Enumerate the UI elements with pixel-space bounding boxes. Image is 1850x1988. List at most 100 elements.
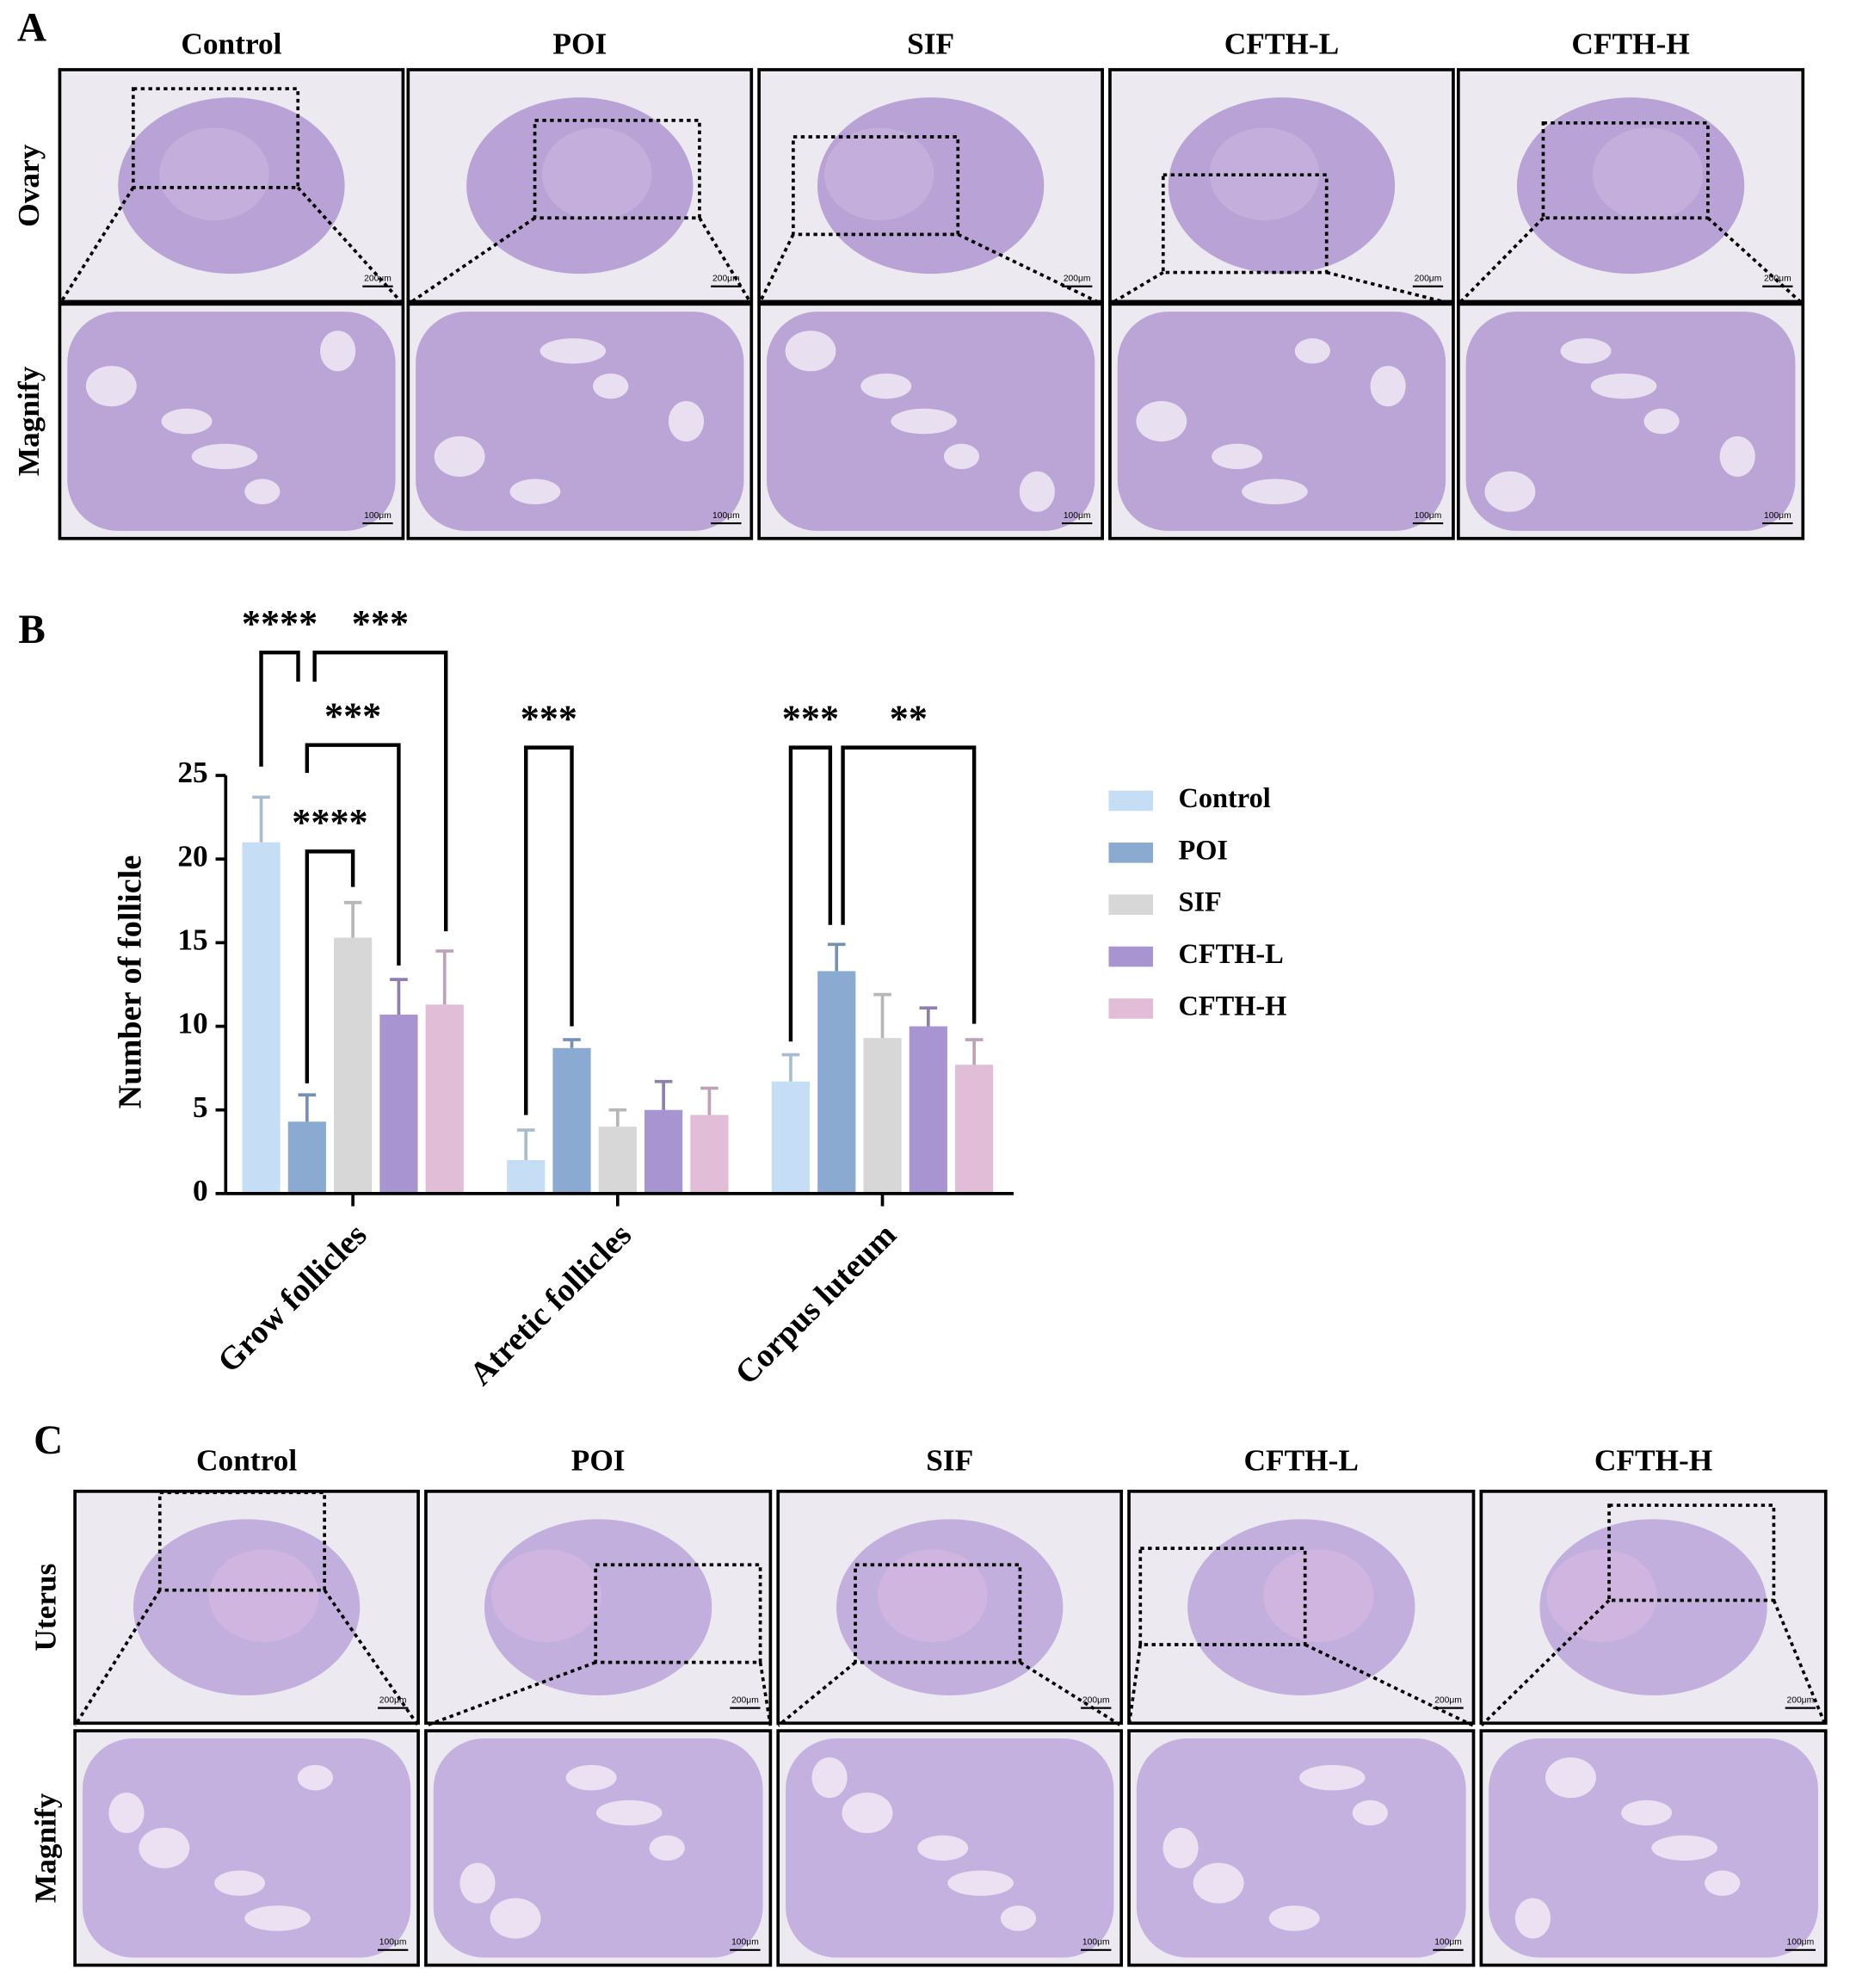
tissue-section (877, 1549, 988, 1642)
tissue-section (491, 1549, 602, 1642)
tissue-structure (1136, 400, 1187, 442)
x-tick-label: Corpus luteum (729, 1217, 903, 1392)
zoom-line (757, 233, 795, 306)
zoom-line (1304, 1643, 1475, 1727)
scale-bar-label: 100μm (1064, 511, 1091, 521)
tissue-structure (565, 1764, 617, 1791)
bar (379, 1014, 418, 1194)
tissue-structure (1352, 1800, 1388, 1826)
zoom-box (594, 1563, 762, 1664)
zoom-box (1138, 1547, 1307, 1646)
tissue-structure (297, 1764, 334, 1791)
tissue (1539, 1519, 1767, 1695)
tissue-structure (1560, 338, 1612, 364)
zoom-box (533, 119, 701, 220)
tissue-structure (108, 1792, 145, 1834)
column-header: POI (571, 1444, 626, 1478)
tissue (786, 1738, 1114, 1958)
y-tick-label: 0 (193, 1174, 208, 1207)
x-tick-label: Grow follicles (211, 1217, 373, 1380)
significance-label: **** (292, 801, 367, 843)
tissue-structure (1299, 1764, 1366, 1791)
tissue-structure (947, 1870, 1014, 1896)
zoom-line (1109, 270, 1164, 306)
bar (955, 1065, 994, 1194)
tissue-section (1593, 127, 1704, 221)
bar (771, 1081, 811, 1194)
error-bar (965, 1038, 984, 1065)
significance-label: ** (890, 697, 928, 739)
tissue (817, 97, 1045, 275)
row-label: Ovary (12, 144, 46, 226)
x-tick-label: Atretic follicles (463, 1217, 638, 1392)
scale-bar-label: 200μm (1064, 275, 1091, 284)
tissue-structure (649, 1835, 685, 1861)
tissue-structure (214, 1870, 266, 1896)
tissue (1516, 97, 1745, 275)
tissue-structure (161, 408, 213, 435)
tissue-section (541, 127, 652, 221)
zoom-line (758, 1662, 773, 1726)
error-bar (298, 1093, 317, 1122)
error-bar (919, 1006, 938, 1027)
tissue-structure (593, 373, 629, 399)
scale-bar-label: 100μm (1786, 1938, 1814, 1948)
significance-label: *** (352, 602, 409, 645)
tissue-structure (244, 1905, 311, 1931)
tissue-structure (1242, 478, 1308, 504)
tissue-structure (891, 408, 957, 435)
tissue-section (1117, 312, 1446, 531)
bar (644, 1109, 683, 1194)
tissue-structure (943, 443, 980, 470)
significance-bracket (841, 745, 977, 1024)
bar (863, 1038, 902, 1194)
zoom-line (1706, 216, 1804, 306)
scale-bar-label: 200μm (364, 275, 392, 284)
scale-bar-label: 200μm (1415, 275, 1442, 284)
tissue-structure (595, 1800, 663, 1826)
significance-bracket (305, 743, 401, 966)
column-header: CFTH-H (1594, 1444, 1712, 1478)
tissue-structure (320, 330, 356, 372)
scale-bar-label: 100μm (1764, 511, 1791, 521)
tissue-section (1263, 1549, 1374, 1642)
bar (425, 1004, 464, 1194)
tissue (484, 1519, 712, 1695)
zoom-box (1161, 173, 1329, 275)
scale-bar-label: 200μm (379, 1696, 407, 1706)
column-header: CFTH-H (1571, 28, 1689, 61)
tissue-structure (1545, 1757, 1596, 1799)
tissue-section (208, 1549, 319, 1642)
bar (909, 1026, 947, 1194)
tissue-section (1546, 1549, 1657, 1642)
scale-bar-label: 200μm (1082, 1696, 1110, 1706)
legend-swatch (1108, 998, 1154, 1019)
tissue (1187, 1519, 1415, 1695)
y-axis-label: Number of follicle (113, 855, 149, 1109)
error-bar (700, 1086, 718, 1115)
tissue-structure (540, 338, 607, 364)
significance-label: *** (782, 697, 839, 739)
significance-label: *** (324, 695, 381, 737)
scale-bar-label: 100μm (712, 511, 740, 521)
tissue-structure (1621, 1800, 1672, 1826)
tissue (1465, 312, 1796, 531)
tissue (67, 312, 396, 531)
zoom-line (1127, 1644, 1143, 1726)
error-bar (873, 992, 891, 1039)
tissue-structure (1162, 1827, 1199, 1868)
tissue-structure (1705, 1870, 1741, 1896)
panel-label: C (34, 1418, 63, 1463)
tissue (1117, 312, 1446, 531)
column-header: CFTH-L (1244, 1444, 1359, 1478)
y-tick-label: 10 (177, 1007, 207, 1040)
legend-swatch (1108, 894, 1154, 915)
scale-bar-label: 200μm (1764, 275, 1791, 284)
bar (552, 1047, 591, 1194)
tissue (766, 312, 1095, 531)
legend-swatch (1108, 790, 1154, 812)
zoom-line (777, 1661, 857, 1727)
zoom-box (792, 135, 960, 237)
tissue-structure (509, 478, 561, 504)
zoom-line (323, 1589, 420, 1727)
